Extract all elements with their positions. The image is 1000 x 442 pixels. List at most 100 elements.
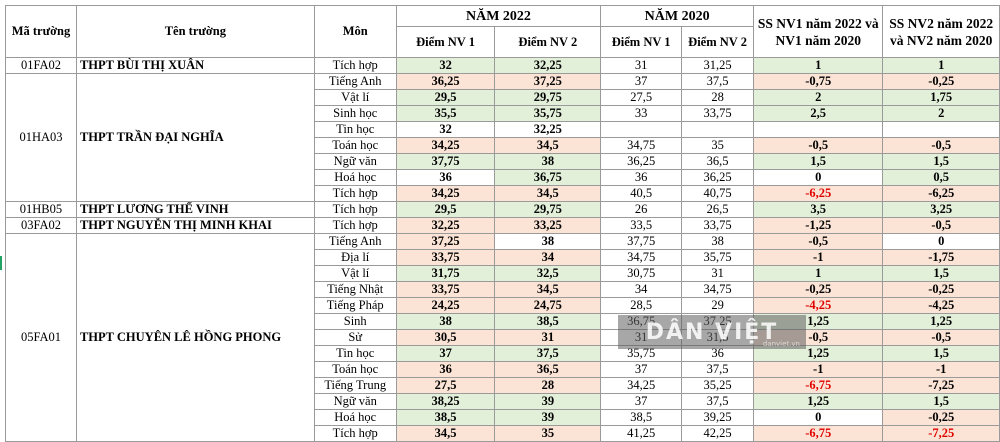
diff-nv1-cell[interactable]: -4,25: [753, 297, 884, 314]
diff-nv2-cell[interactable]: 1,5: [882, 345, 1000, 362]
score-2020-nv2-cell[interactable]: 42,25: [681, 425, 755, 442]
score-2022-nv1-cell[interactable]: 33,75: [395, 281, 496, 298]
subject-cell[interactable]: Tiếng Anh: [313, 73, 397, 90]
subject-cell[interactable]: Ngữ văn: [313, 153, 397, 170]
score-2020-nv2-cell[interactable]: [681, 121, 755, 138]
score-2022-nv2-cell[interactable]: 39: [494, 409, 602, 426]
diff-nv1-cell[interactable]: -6,25: [753, 185, 884, 202]
score-2020-nv2-cell[interactable]: 36: [681, 345, 755, 362]
school-code-cell[interactable]: 01HA03: [5, 73, 77, 202]
score-2022-nv2-cell[interactable]: 36,75: [494, 169, 602, 186]
subject-cell[interactable]: Tiếng Anh: [313, 233, 397, 250]
diff-nv1-cell[interactable]: 2: [753, 89, 884, 106]
score-2022-nv2-cell[interactable]: 35: [494, 425, 602, 442]
score-2020-nv1-cell[interactable]: 35,75: [600, 345, 683, 362]
diff-nv2-cell[interactable]: -0,5: [882, 217, 1000, 234]
diff-nv2-cell[interactable]: 0,5: [882, 169, 1000, 186]
diff-nv2-cell[interactable]: -4,25: [882, 297, 1000, 314]
score-2022-nv2-cell[interactable]: 38: [494, 153, 602, 170]
score-2022-nv2-cell[interactable]: 34,5: [494, 185, 602, 202]
score-2022-nv1-cell[interactable]: 35,5: [395, 105, 496, 122]
subject-cell[interactable]: Tích hợp: [313, 425, 397, 442]
diff-nv1-cell[interactable]: -0,5: [753, 233, 884, 250]
score-2022-nv1-cell[interactable]: 24,25: [395, 297, 496, 314]
diff-nv1-cell[interactable]: 1,25: [753, 393, 884, 410]
subject-cell[interactable]: Tích hợp: [313, 185, 397, 202]
score-2022-nv1-cell[interactable]: 32: [395, 121, 496, 138]
subject-cell[interactable]: Sinh học: [313, 105, 397, 122]
school-name-cell[interactable]: THPT NGUYỄN THỊ MINH KHAI: [75, 217, 315, 234]
diff-nv2-cell[interactable]: 1: [882, 57, 1000, 74]
score-2020-nv2-cell[interactable]: 31,25: [681, 57, 755, 74]
score-2022-nv2-cell[interactable]: 34,5: [494, 137, 602, 154]
score-2020-nv1-cell[interactable]: 40,5: [600, 185, 683, 202]
diff-nv2-cell[interactable]: 2: [882, 105, 1000, 122]
diff-nv1-cell[interactable]: 1: [753, 265, 884, 282]
score-2020-nv2-cell[interactable]: 33,75: [681, 217, 755, 234]
score-2022-nv2-cell[interactable]: 32,5: [494, 265, 602, 282]
diff-nv1-cell[interactable]: 2,5: [753, 105, 884, 122]
score-2022-nv1-cell[interactable]: 37,75: [395, 153, 496, 170]
score-2022-nv2-cell[interactable]: 32,25: [494, 121, 602, 138]
score-2022-nv2-cell[interactable]: 34,5: [494, 281, 602, 298]
score-2022-nv1-cell[interactable]: 32,25: [395, 217, 496, 234]
score-2022-nv2-cell[interactable]: 29,75: [494, 89, 602, 106]
score-2020-nv2-cell[interactable]: 40,75: [681, 185, 755, 202]
score-2020-nv1-cell[interactable]: 34: [600, 281, 683, 298]
school-code-cell[interactable]: 01HB05: [5, 201, 77, 218]
score-2020-nv2-cell[interactable]: 33,75: [681, 105, 755, 122]
subject-cell[interactable]: Tích hợp: [313, 57, 397, 74]
score-2020-nv2-cell[interactable]: 35,25: [681, 377, 755, 394]
score-2020-nv1-cell[interactable]: 33,5: [600, 217, 683, 234]
score-2020-nv1-cell[interactable]: 41,25: [600, 425, 683, 442]
score-2020-nv1-cell[interactable]: 37,75: [600, 233, 683, 250]
diff-nv2-cell[interactable]: 1,75: [882, 89, 1000, 106]
score-2020-nv1-cell[interactable]: 26: [600, 201, 683, 218]
score-2022-nv1-cell[interactable]: 38,5: [395, 409, 496, 426]
score-2020-nv1-cell[interactable]: 31: [600, 57, 683, 74]
score-2020-nv1-cell[interactable]: 36,75: [600, 313, 683, 330]
school-name-cell[interactable]: THPT TRẦN ĐẠI NGHĨA: [75, 73, 315, 202]
score-2022-nv1-cell[interactable]: 36: [395, 169, 496, 186]
score-2020-nv2-cell[interactable]: 31,5: [681, 329, 755, 346]
score-2022-nv1-cell[interactable]: 37: [395, 345, 496, 362]
score-2022-nv2-cell[interactable]: 32,25: [494, 57, 602, 74]
score-2022-nv1-cell[interactable]: 27,5: [395, 377, 496, 394]
score-2020-nv2-cell[interactable]: 36,5: [681, 153, 755, 170]
score-2022-nv1-cell[interactable]: 34,25: [395, 137, 496, 154]
diff-nv2-cell[interactable]: 3,25: [882, 201, 1000, 218]
diff-nv2-cell[interactable]: -0,25: [882, 409, 1000, 426]
subject-cell[interactable]: Sử: [313, 329, 397, 346]
score-2022-nv1-cell[interactable]: 33,75: [395, 249, 496, 266]
score-2020-nv1-cell[interactable]: 28,5: [600, 297, 683, 314]
subject-cell[interactable]: Vật lí: [313, 89, 397, 106]
diff-nv1-cell[interactable]: 1,25: [753, 313, 884, 330]
score-2022-nv2-cell[interactable]: 39: [494, 393, 602, 410]
score-2022-nv2-cell[interactable]: 37,25: [494, 73, 602, 90]
score-2022-nv1-cell[interactable]: 38: [395, 313, 496, 330]
diff-nv1-cell[interactable]: -6,75: [753, 377, 884, 394]
score-2020-nv1-cell[interactable]: 37: [600, 361, 683, 378]
score-2020-nv1-cell[interactable]: 34,25: [600, 377, 683, 394]
score-2020-nv1-cell[interactable]: 37: [600, 73, 683, 90]
subject-cell[interactable]: Tích hợp: [313, 217, 397, 234]
score-2022-nv2-cell[interactable]: 28: [494, 377, 602, 394]
score-2020-nv1-cell[interactable]: [600, 121, 683, 138]
diff-nv1-cell[interactable]: -0,25: [753, 281, 884, 298]
score-2020-nv2-cell[interactable]: 37,5: [681, 361, 755, 378]
score-2020-nv2-cell[interactable]: 35,75: [681, 249, 755, 266]
score-2020-nv1-cell[interactable]: 36,25: [600, 153, 683, 170]
diff-nv2-cell[interactable]: -7,25: [882, 425, 1000, 442]
diff-nv1-cell[interactable]: 3,5: [753, 201, 884, 218]
score-2020-nv2-cell[interactable]: 37,25: [681, 313, 755, 330]
subject-cell[interactable]: Tiếng Trung: [313, 377, 397, 394]
diff-nv1-cell[interactable]: -1,25: [753, 217, 884, 234]
diff-nv2-cell[interactable]: 1,5: [882, 265, 1000, 282]
score-2022-nv2-cell[interactable]: 35,75: [494, 105, 602, 122]
diff-nv1-cell[interactable]: 0: [753, 169, 884, 186]
subject-cell[interactable]: Tiếng Nhật: [313, 281, 397, 298]
diff-nv1-cell[interactable]: 1: [753, 57, 884, 74]
score-2022-nv1-cell[interactable]: 36: [395, 361, 496, 378]
score-2022-nv2-cell[interactable]: 34: [494, 249, 602, 266]
score-2020-nv1-cell[interactable]: 33: [600, 105, 683, 122]
